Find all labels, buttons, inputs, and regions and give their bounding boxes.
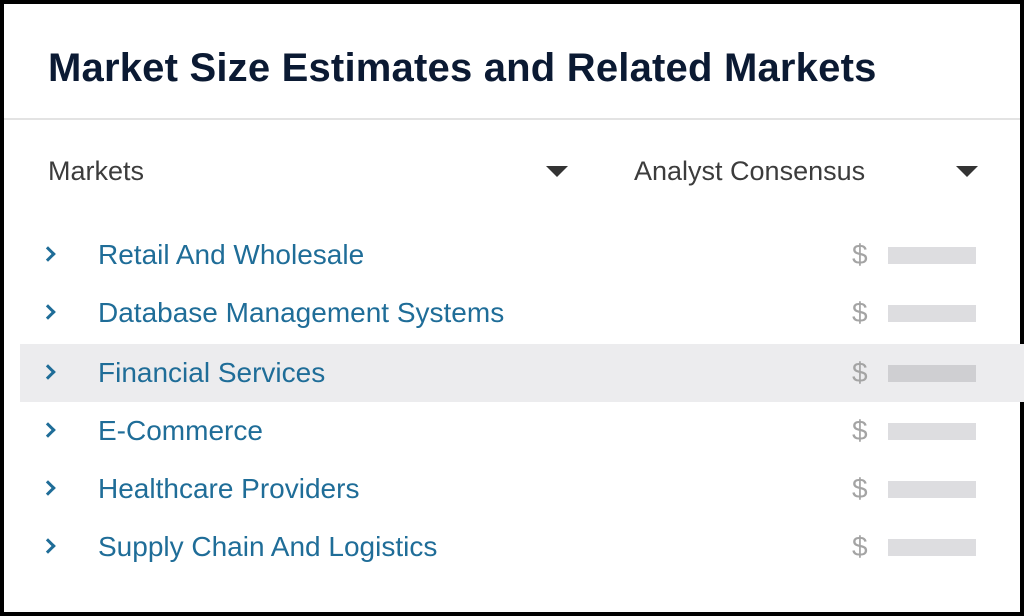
value-placeholder-bar	[888, 246, 976, 264]
market-row-e-commerce[interactable]: E-Commerce $	[20, 402, 1024, 460]
market-row-database-management-systems[interactable]: Database Management Systems $	[20, 284, 1024, 342]
chevron-right-icon[interactable]	[40, 538, 56, 554]
market-label[interactable]: E-Commerce	[98, 415, 263, 446]
dollar-sign: $	[852, 415, 868, 446]
caret-down-icon	[546, 165, 568, 177]
market-label[interactable]: Financial Services	[98, 357, 326, 388]
market-label[interactable]: Healthcare Providers	[98, 473, 360, 504]
markets-dropdown[interactable]: Markets	[48, 152, 568, 190]
chevron-right-icon[interactable]	[40, 364, 56, 380]
header-divider	[4, 118, 1020, 120]
dollar-sign: $	[852, 531, 868, 562]
value-placeholder-bar	[888, 422, 976, 440]
markets-dropdown-label: Markets	[48, 155, 145, 186]
value-placeholder-bar	[888, 364, 976, 382]
value-placeholder-bar	[888, 480, 976, 498]
market-row-retail-and-wholesale[interactable]: Retail And Wholesale $	[20, 226, 1024, 284]
dollar-sign: $	[852, 357, 868, 388]
market-label[interactable]: Database Management Systems	[98, 297, 505, 328]
chevron-right-icon[interactable]	[40, 480, 56, 496]
market-label[interactable]: Retail And Wholesale	[98, 239, 365, 270]
market-row-supply-chain-and-logistics[interactable]: Supply Chain And Logistics $	[20, 518, 1024, 576]
chevron-right-icon[interactable]	[40, 304, 56, 320]
dollar-sign: $	[852, 473, 868, 504]
analyst-consensus-label: Analyst Consensus	[634, 155, 866, 186]
value-placeholder-bar	[888, 538, 976, 556]
caret-down-icon	[956, 165, 978, 177]
analyst-consensus-dropdown[interactable]: Analyst Consensus	[634, 152, 978, 190]
page-title: Market Size Estimates and Related Market…	[48, 46, 877, 90]
chevron-right-icon[interactable]	[40, 422, 56, 438]
dollar-sign: $	[852, 239, 868, 270]
dollar-sign: $	[852, 297, 868, 328]
market-label[interactable]: Supply Chain And Logistics	[98, 531, 438, 562]
market-row-financial-services[interactable]: Financial Services $	[20, 344, 1024, 402]
chevron-right-icon[interactable]	[40, 246, 56, 262]
value-placeholder-bar	[888, 304, 976, 322]
market-row-healthcare-providers[interactable]: Healthcare Providers $	[20, 460, 1024, 518]
